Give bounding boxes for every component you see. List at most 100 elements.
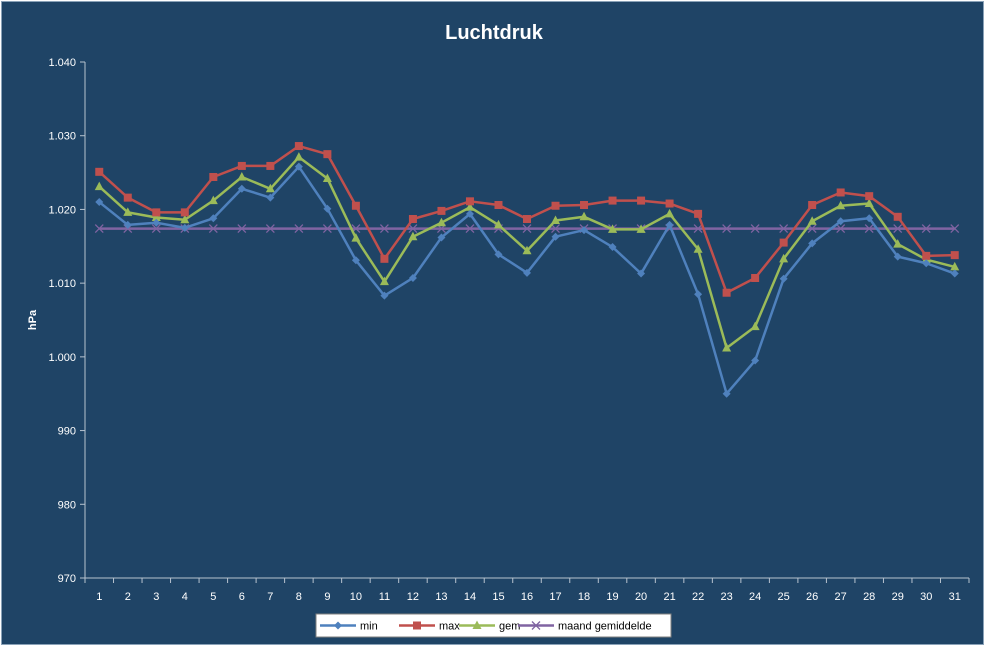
data-point [379, 276, 389, 286]
x-tick-label: 5 [210, 591, 216, 603]
data-point [323, 150, 332, 159]
data-point [523, 268, 531, 277]
data-point [580, 226, 589, 235]
data-point [294, 142, 303, 151]
data-point [294, 162, 303, 171]
x-tick-label: 12 [407, 591, 419, 603]
x-tick-label: 1 [96, 591, 102, 603]
data-point [294, 224, 304, 234]
data-point [865, 192, 874, 201]
data-point [836, 217, 845, 226]
data-point [893, 224, 903, 234]
data-point [551, 201, 560, 210]
data-point [893, 212, 902, 221]
x-tick-label: 10 [350, 591, 362, 603]
data-point [152, 208, 161, 217]
x-tick-label: 22 [692, 591, 704, 603]
data-point [722, 343, 732, 352]
data-point [209, 214, 218, 223]
legend-item: gem [459, 620, 520, 633]
data-point [637, 196, 646, 205]
axes [84, 62, 969, 579]
legend: min max gem maand gemiddelde [315, 613, 672, 638]
data-point [380, 254, 389, 263]
data-point [750, 224, 760, 234]
data-point [922, 259, 931, 268]
series-line [98, 165, 956, 395]
legend-swatch-marker [334, 621, 342, 630]
data-point [950, 269, 959, 278]
data-point [865, 214, 874, 223]
data-point [351, 201, 360, 210]
data-point [694, 290, 703, 299]
data-point [465, 197, 474, 206]
data-point [180, 208, 189, 217]
data-point [95, 167, 104, 176]
data-point [408, 215, 417, 224]
series-min [95, 162, 959, 398]
data-point [208, 224, 218, 234]
x-tick-label: 16 [521, 591, 533, 603]
data-point [608, 196, 617, 205]
data-point [266, 161, 275, 170]
legend-item: max [399, 621, 460, 633]
legend-label: maand gemiddelde [558, 621, 652, 633]
data-point [636, 224, 646, 233]
y-tick-label: 970 [58, 573, 76, 585]
data-point [779, 274, 788, 283]
x-tick-label: 20 [635, 591, 647, 603]
data-point [893, 252, 902, 261]
data-point [351, 256, 360, 265]
data-point [180, 214, 190, 224]
data-point [864, 198, 874, 208]
data-point [95, 198, 104, 207]
x-tick-label: 31 [949, 591, 961, 603]
legend-label: max [439, 621, 460, 633]
data-point [523, 215, 531, 224]
series-max [95, 142, 959, 297]
chart-title: Luchtdruk [445, 22, 544, 44]
x-tick-label: 28 [863, 591, 875, 603]
legend-label: min [360, 621, 378, 633]
data-point [351, 233, 361, 242]
data-point [408, 224, 418, 234]
data-point [722, 389, 731, 398]
y-tick-label: 1.020 [48, 204, 76, 216]
data-point [665, 199, 674, 208]
y-tick-label: 980 [58, 499, 76, 511]
x-tick-label: 18 [578, 591, 590, 603]
data-point [779, 238, 788, 247]
data-point [180, 223, 189, 232]
data-point [950, 251, 959, 260]
x-tick-label: 26 [806, 591, 818, 603]
data-point [494, 201, 503, 210]
data-point [465, 209, 474, 218]
data-point [323, 204, 332, 213]
x-tick-label: 8 [296, 591, 302, 603]
series-layer [94, 142, 960, 398]
data-point [693, 244, 703, 253]
legend-swatch-marker [472, 620, 482, 629]
x-tick-label: 4 [182, 591, 188, 603]
data-point [836, 188, 845, 197]
x-tick-label: 29 [892, 591, 904, 603]
x-tick-label: 2 [125, 591, 131, 603]
data-point [864, 224, 874, 234]
data-point [265, 183, 275, 193]
y-tick-label: 1.010 [48, 278, 76, 290]
data-point [94, 181, 104, 191]
data-point [379, 224, 389, 234]
data-point [950, 261, 960, 271]
data-point [579, 211, 589, 221]
x-tick-label: 6 [239, 591, 245, 603]
data-point [665, 208, 675, 218]
data-point [522, 245, 532, 255]
legend-swatch-marker [531, 621, 541, 630]
x-tick-label: 30 [920, 591, 932, 603]
x-tick-label: 24 [749, 591, 761, 603]
data-point [922, 251, 931, 260]
data-point [836, 224, 846, 234]
data-point [237, 171, 247, 181]
x-tick-label: 19 [606, 591, 618, 603]
x-tick-label: 25 [778, 591, 790, 603]
